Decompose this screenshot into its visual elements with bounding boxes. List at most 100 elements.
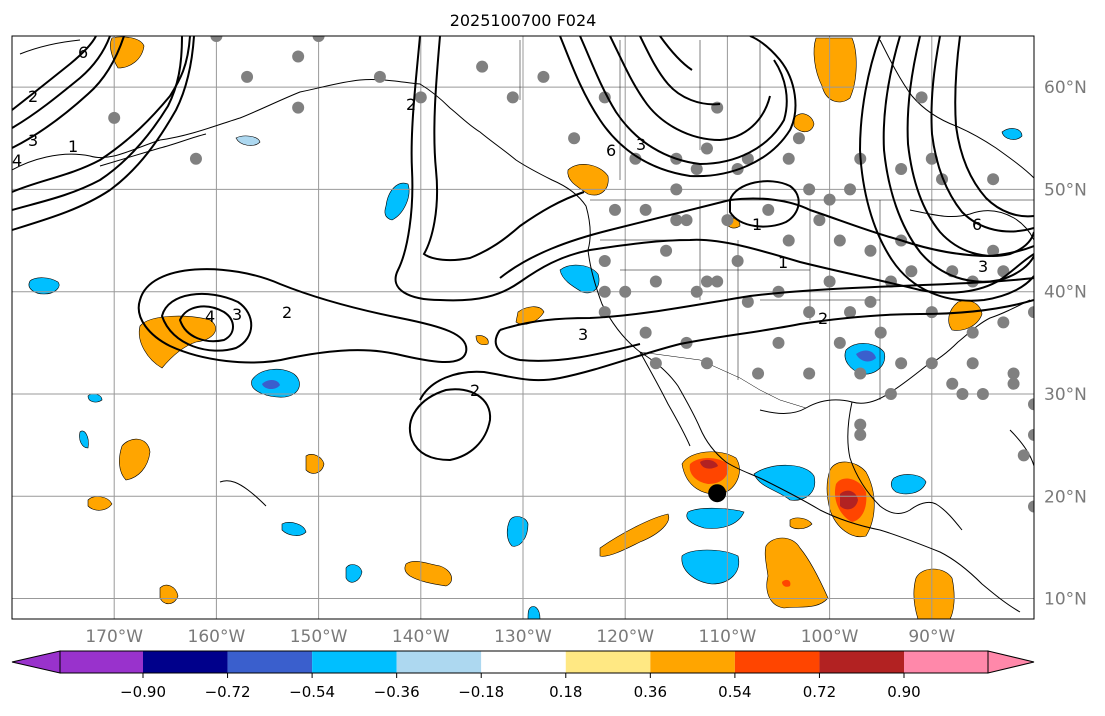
contour-label: 3 <box>978 257 988 276</box>
contour-label: 2 <box>406 95 416 114</box>
contour-2-south <box>419 299 1034 401</box>
station-dot <box>844 183 857 196</box>
lat-tick-label: 50°N <box>1044 180 1087 200</box>
lon-tick-label: 170°W <box>85 627 143 647</box>
colorbar-tick-label: 0.54 <box>718 683 751 701</box>
positive-anomaly-shading <box>87 36 983 619</box>
location-marker <box>708 484 727 503</box>
contour-nw-2 <box>12 36 111 129</box>
station-dot <box>629 152 642 165</box>
station-dot <box>639 203 652 216</box>
colorbar-tick-label: −0.36 <box>374 683 420 701</box>
shade-patch <box>345 564 363 583</box>
contour-nw-1 <box>12 36 97 111</box>
coastline-path <box>909 209 1034 241</box>
contour-ring-3 <box>609 36 771 142</box>
station-dot <box>823 193 836 206</box>
shade-patch <box>138 315 216 369</box>
station-dot <box>1007 367 1020 380</box>
coastline-path <box>1009 429 1034 467</box>
station-dot <box>1028 306 1034 319</box>
shade-patch <box>559 264 600 294</box>
shade-patch <box>235 135 261 146</box>
station-dot <box>925 357 938 370</box>
shade-patch <box>764 537 829 609</box>
station-dot <box>108 111 121 124</box>
colorbar-tick-label: 0.90 <box>887 683 920 701</box>
contour-east-2 <box>882 36 1034 283</box>
station-dot <box>803 367 816 380</box>
station-dot <box>598 285 611 298</box>
contour-4 <box>178 305 234 343</box>
colorbar-bin <box>904 651 988 673</box>
station-dot <box>956 387 969 400</box>
contour-east-5 <box>954 36 1034 218</box>
station-dot <box>476 60 489 73</box>
coastline-path <box>19 39 81 55</box>
colorbar-bin <box>143 651 228 673</box>
station-dot <box>966 357 979 370</box>
lon-tick-label: 100°W <box>801 627 859 647</box>
contour-3-south-return <box>494 329 641 362</box>
coastline-path <box>847 401 963 531</box>
station-dot <box>782 152 795 165</box>
station-dot <box>598 306 611 319</box>
contour-east-4 <box>930 36 1034 233</box>
station-dot <box>905 265 918 278</box>
border-path <box>519 40 761 200</box>
latitude-labels: 10°N 20°N 30°N 40°N 50°N 60°N <box>1044 78 1087 609</box>
colorbar-bin <box>565 651 651 673</box>
contour-label: 2 <box>282 303 292 322</box>
political-borders <box>519 40 1034 409</box>
station-dot <box>506 91 519 104</box>
contour-2-bottom <box>409 388 492 462</box>
contour-labels: 4 3 2 2 2 3 1 1 2 3 6 6 3 3 1 6 2 4 <box>12 43 988 400</box>
coastline-path <box>219 480 267 507</box>
shade-patch <box>1001 128 1023 140</box>
lon-tick-label: 110°W <box>699 627 757 647</box>
station-dot <box>1028 398 1034 411</box>
station-dot <box>792 132 805 145</box>
coastline-path <box>99 133 207 167</box>
station-dot <box>1007 377 1020 390</box>
station-dot <box>987 244 1000 257</box>
station-dot <box>823 275 836 288</box>
contour-label: 1 <box>778 253 788 272</box>
contour-label: 1 <box>752 215 762 234</box>
contour-label: 3 <box>232 305 242 324</box>
station-dot <box>854 367 867 380</box>
shade-patch <box>159 584 179 605</box>
station-dot <box>731 255 744 268</box>
colorbar-tick-label: 0.36 <box>634 683 667 701</box>
shade-patch <box>79 430 89 449</box>
contour-label: 4 <box>205 307 215 326</box>
station-dot <box>373 70 386 83</box>
station-dot <box>700 357 713 370</box>
shade-patch <box>840 490 858 510</box>
contour-nw-3 <box>12 36 125 149</box>
station-dot <box>241 70 254 83</box>
colorbar-bin <box>819 651 904 673</box>
shade-patch <box>793 113 815 133</box>
colorbar-bin <box>650 651 735 673</box>
coastline-path <box>12 79 1021 613</box>
colorbar-bin <box>312 651 397 673</box>
contour-label: 6 <box>972 215 982 234</box>
station-dot <box>721 214 734 227</box>
station-dot <box>752 367 765 380</box>
station-dot <box>864 295 877 308</box>
colorbar-bin <box>60 651 143 673</box>
station-dot <box>772 285 785 298</box>
shade-patch <box>404 561 452 587</box>
shade-patch <box>856 350 876 362</box>
shade-patch <box>262 379 280 390</box>
station-dot <box>864 244 877 257</box>
station-dot <box>639 326 652 339</box>
shade-patch <box>305 454 325 474</box>
station-dot <box>649 275 662 288</box>
colorbar-frame <box>59 650 989 674</box>
colorbar-bin <box>227 651 313 673</box>
lat-tick-label: 60°N <box>1044 78 1087 98</box>
station-dot <box>844 306 857 319</box>
station-dot <box>700 142 713 155</box>
